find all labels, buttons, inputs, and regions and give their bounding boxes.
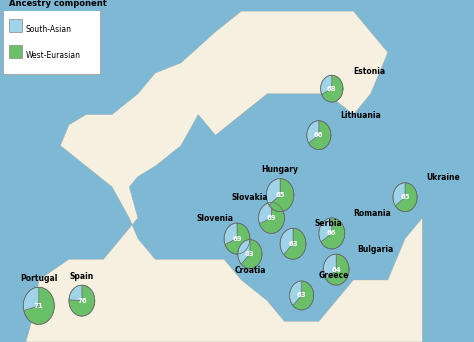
- Polygon shape: [259, 202, 284, 234]
- Polygon shape: [266, 179, 280, 205]
- Text: Hungary: Hungary: [262, 166, 299, 174]
- Bar: [9, 45, 21, 58]
- Text: 69: 69: [267, 215, 276, 221]
- Text: 63: 63: [288, 241, 298, 247]
- Polygon shape: [320, 75, 332, 94]
- Text: 64: 64: [331, 267, 341, 273]
- Text: 65: 65: [401, 194, 410, 200]
- Text: South-Asian: South-Asian: [26, 25, 72, 34]
- Polygon shape: [280, 228, 293, 254]
- Polygon shape: [293, 281, 314, 310]
- Bar: [9, 19, 21, 32]
- Polygon shape: [26, 11, 422, 342]
- Polygon shape: [69, 285, 95, 316]
- Polygon shape: [225, 223, 250, 254]
- Polygon shape: [24, 287, 55, 325]
- Text: 63: 63: [245, 251, 255, 257]
- Text: Spain: Spain: [70, 272, 94, 281]
- Polygon shape: [309, 121, 331, 150]
- Text: Portugal: Portugal: [20, 274, 57, 283]
- Polygon shape: [238, 240, 250, 264]
- Polygon shape: [23, 287, 39, 311]
- Text: 69: 69: [232, 236, 242, 241]
- Text: Greece: Greece: [319, 271, 349, 280]
- Polygon shape: [322, 75, 343, 102]
- Polygon shape: [69, 285, 82, 301]
- Polygon shape: [321, 218, 345, 249]
- Text: 65: 65: [275, 192, 285, 198]
- Polygon shape: [307, 121, 319, 143]
- Text: 76: 76: [77, 298, 87, 304]
- Text: West-Eurasian: West-Eurasian: [26, 51, 81, 60]
- Text: 66: 66: [314, 132, 324, 138]
- Polygon shape: [224, 223, 237, 244]
- Text: Slovenia: Slovenia: [197, 214, 234, 223]
- Polygon shape: [258, 202, 272, 224]
- Text: Serbia: Serbia: [315, 219, 342, 228]
- Text: 68: 68: [327, 86, 337, 92]
- Polygon shape: [290, 281, 301, 305]
- Text: Slovakia: Slovakia: [232, 194, 268, 202]
- Polygon shape: [319, 218, 332, 242]
- Text: Croatia: Croatia: [234, 266, 266, 275]
- Text: Ancestry component: Ancestry component: [9, 0, 107, 8]
- Text: 66: 66: [327, 231, 337, 236]
- Polygon shape: [283, 228, 306, 259]
- Polygon shape: [241, 240, 262, 268]
- Text: Bulgaria: Bulgaria: [358, 245, 394, 254]
- Text: 63: 63: [297, 292, 307, 299]
- Polygon shape: [393, 183, 405, 206]
- FancyBboxPatch shape: [3, 0, 100, 74]
- Polygon shape: [323, 254, 336, 279]
- Text: Lithuania: Lithuania: [340, 111, 381, 120]
- Text: Ukraine: Ukraine: [427, 173, 460, 182]
- Text: Romania: Romania: [353, 209, 391, 218]
- Polygon shape: [395, 183, 417, 212]
- Text: Estonia: Estonia: [353, 67, 385, 76]
- Polygon shape: [269, 179, 294, 212]
- Polygon shape: [326, 254, 349, 285]
- Text: 71: 71: [34, 303, 44, 309]
